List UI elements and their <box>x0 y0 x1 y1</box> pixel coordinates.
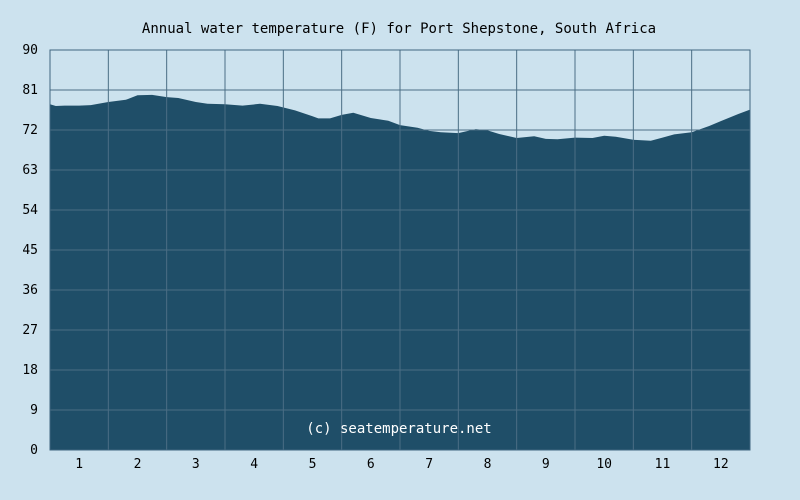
x-tick-label: 2 <box>134 457 142 472</box>
y-tick-label: 45 <box>22 243 38 258</box>
y-tick-label: 54 <box>22 203 38 218</box>
y-tick-label: 36 <box>22 283 38 298</box>
x-axis-ticks: 1 2 3 4 5 6 7 8 9 10 11 12 <box>75 457 728 472</box>
x-tick-label: 9 <box>542 457 550 472</box>
y-tick-label: 72 <box>22 123 38 138</box>
y-tick-label: 27 <box>22 323 38 338</box>
y-tick-label: 0 <box>30 443 38 458</box>
y-tick-label: 18 <box>22 363 38 378</box>
x-tick-label: 6 <box>367 457 375 472</box>
plot-frame <box>49 49 751 451</box>
x-tick-label: 7 <box>425 457 433 472</box>
x-tick-label: 11 <box>655 457 671 472</box>
chart-title: Annual water temperature (F) for Port Sh… <box>142 21 656 37</box>
x-tick-label: 3 <box>192 457 200 472</box>
x-tick-label: 1 <box>75 457 83 472</box>
y-axis-ticks: 0 9 18 27 36 45 54 63 72 81 90 <box>22 43 38 458</box>
y-tick-label: 90 <box>22 43 38 58</box>
x-tick-label: 12 <box>713 457 729 472</box>
x-tick-label: 8 <box>484 457 492 472</box>
y-tick-label: 9 <box>30 403 38 418</box>
x-tick-label: 4 <box>250 457 258 472</box>
x-tick-label: 10 <box>596 457 612 472</box>
copyright-annotation: (c) seatemperature.net <box>306 421 491 437</box>
gridlines <box>49 49 751 451</box>
x-tick-label: 5 <box>309 457 317 472</box>
y-tick-label: 81 <box>22 83 38 98</box>
y-tick-label: 63 <box>22 163 38 178</box>
